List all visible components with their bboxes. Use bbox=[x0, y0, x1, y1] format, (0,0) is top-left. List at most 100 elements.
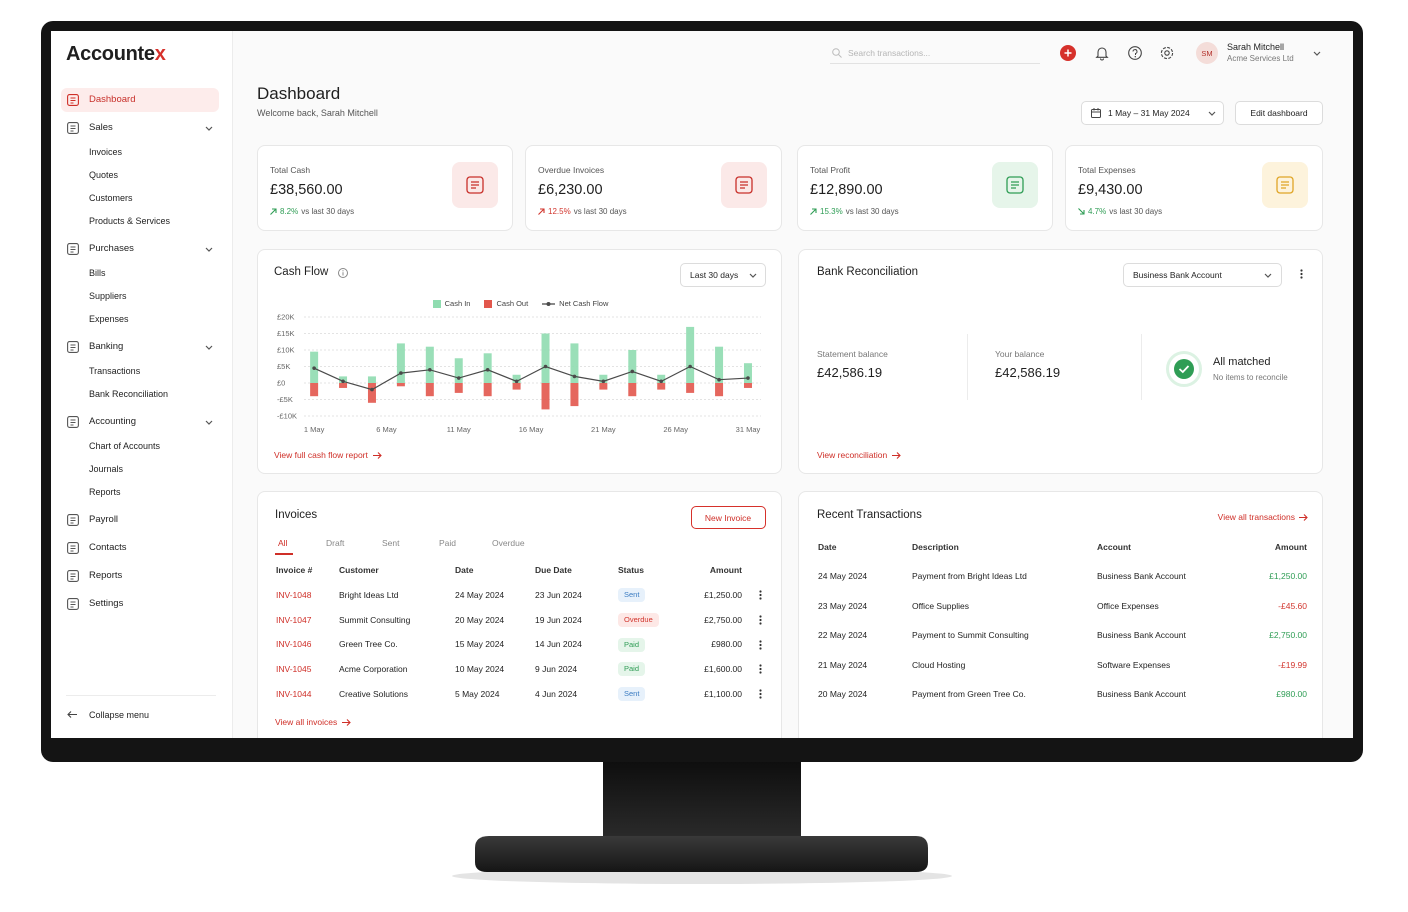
nav-item[interactable]: Dashboard bbox=[89, 94, 136, 106]
y-tick-label: £5K bbox=[277, 362, 290, 371]
tab[interactable]: All bbox=[278, 537, 288, 548]
nav-subitem[interactable]: Bills bbox=[89, 267, 106, 278]
add-button[interactable] bbox=[1060, 45, 1076, 61]
chevron bbox=[205, 126, 213, 131]
line-point bbox=[717, 377, 721, 382]
avatar[interactable] bbox=[1196, 42, 1218, 64]
nav-subitem[interactable]: Bank Reconciliation bbox=[89, 388, 169, 399]
x-tick-label: 1 May bbox=[304, 425, 325, 434]
nav-subitem[interactable]: Suppliers bbox=[89, 290, 127, 301]
bar bbox=[657, 374, 666, 383]
status-pill: Overdue bbox=[618, 612, 659, 627]
date-range-button[interactable] bbox=[1081, 101, 1224, 125]
tab[interactable]: Paid bbox=[439, 537, 457, 548]
trend-arrow bbox=[270, 208, 277, 215]
base bbox=[475, 836, 928, 872]
icon-part bbox=[735, 176, 753, 194]
nav-subitem[interactable]: Quotes bbox=[89, 169, 119, 180]
nav-subitem[interactable]: Invoices bbox=[89, 146, 123, 157]
bar bbox=[570, 383, 579, 407]
kpi-icon bbox=[992, 162, 1038, 208]
notifications[interactable] bbox=[1095, 46, 1109, 61]
edit-dashboard[interactable]: Edit dashboard bbox=[1250, 107, 1308, 118]
nav-icon bbox=[67, 598, 79, 610]
nav-item[interactable]: Sales bbox=[89, 122, 113, 134]
row-menu[interactable] bbox=[759, 639, 762, 650]
nav-icon bbox=[67, 94, 79, 106]
invoice-number[interactable]: INV-1046 bbox=[276, 639, 312, 650]
amount: £1,100.00 bbox=[704, 688, 742, 699]
kpi-label: Total Cash bbox=[270, 164, 311, 175]
kpi-change: 4.7% bbox=[1088, 207, 1107, 217]
icon-part bbox=[1006, 176, 1024, 194]
tab[interactable]: Draft bbox=[326, 537, 345, 548]
cell: Business Bank Account bbox=[1097, 570, 1186, 581]
icon-part bbox=[205, 345, 213, 350]
nav-subitem[interactable]: Customers bbox=[89, 192, 133, 203]
icon-part bbox=[67, 542, 79, 554]
account-dropdown[interactable] bbox=[1123, 263, 1282, 287]
icon-part bbox=[1313, 51, 1321, 56]
line-point bbox=[312, 366, 316, 370]
nav-subitem[interactable]: Journals bbox=[89, 463, 124, 474]
nav-subitem[interactable]: Transactions bbox=[89, 365, 141, 376]
cell: 19 Jun 2024 bbox=[535, 614, 582, 625]
nav-item[interactable]: Contacts bbox=[89, 542, 127, 554]
cell: 20 May 2024 bbox=[818, 689, 868, 700]
kpi-period: vs last 30 days bbox=[1109, 207, 1163, 217]
edit-button[interactable] bbox=[1235, 101, 1323, 125]
invoice-number[interactable]: INV-1047 bbox=[276, 614, 312, 625]
transactions-link[interactable]: View all transactions bbox=[1217, 511, 1295, 522]
icon-part bbox=[1095, 47, 1109, 58]
row-menu[interactable] bbox=[759, 615, 762, 625]
new-invoice[interactable]: New Invoice bbox=[704, 512, 752, 523]
y-tick-label: £10K bbox=[277, 346, 295, 355]
invoice-number[interactable]: INV-1048 bbox=[276, 589, 312, 600]
tab[interactable]: Overdue bbox=[492, 537, 525, 548]
reconciliation-link[interactable]: View reconciliation bbox=[817, 449, 888, 460]
icon-part bbox=[67, 94, 79, 106]
more-menu[interactable] bbox=[1300, 269, 1303, 279]
help[interactable] bbox=[1128, 46, 1142, 60]
nav-subitem[interactable]: Reports bbox=[89, 486, 121, 497]
nav-item[interactable]: Accounting bbox=[89, 416, 137, 428]
icon-part bbox=[1128, 46, 1142, 60]
invoices-link[interactable]: View all invoices bbox=[275, 716, 338, 727]
row-menu[interactable] bbox=[759, 664, 762, 674]
account-label: Business Bank Account bbox=[1133, 269, 1222, 280]
line-point bbox=[514, 379, 519, 384]
nav-item[interactable]: Settings bbox=[89, 598, 124, 610]
nav-subitem[interactable]: Chart of Accounts bbox=[89, 440, 161, 451]
icon-part bbox=[70, 344, 76, 351]
nav-item[interactable]: Reports bbox=[89, 570, 123, 582]
new-invoice-button[interactable] bbox=[691, 506, 766, 529]
settings[interactable] bbox=[1160, 46, 1174, 60]
icon-part bbox=[338, 268, 348, 278]
status-pill: Paid bbox=[618, 637, 646, 652]
row-menu[interactable] bbox=[759, 689, 762, 699]
nav-subitem[interactable]: Expenses bbox=[89, 313, 129, 324]
tab[interactable]: Sent bbox=[382, 537, 400, 548]
icon-part bbox=[759, 668, 762, 671]
cell: Office Supplies bbox=[912, 600, 970, 611]
bar bbox=[715, 383, 724, 397]
trend-arrow bbox=[1078, 208, 1085, 215]
nav-subitem[interactable]: Products & Services bbox=[89, 215, 171, 226]
icon-part bbox=[471, 181, 479, 189]
kpi-period: vs last 30 days bbox=[845, 207, 899, 217]
kpi-value: £6,230.00 bbox=[538, 182, 603, 199]
invoice-number[interactable]: INV-1045 bbox=[276, 664, 312, 675]
amount: -£45.60 bbox=[1278, 600, 1307, 611]
nav-item[interactable]: Payroll bbox=[89, 514, 119, 526]
nav-item[interactable]: Banking bbox=[89, 341, 124, 353]
line-point bbox=[572, 374, 577, 379]
user-menu[interactable] bbox=[1313, 51, 1321, 56]
search-input[interactable]: Search transactions... bbox=[848, 47, 931, 58]
nav-item[interactable]: Purchases bbox=[89, 243, 134, 255]
line-point bbox=[543, 364, 548, 369]
report-link[interactable]: View full cash flow report bbox=[274, 449, 368, 460]
row-menu[interactable] bbox=[759, 590, 762, 600]
collapse-menu[interactable]: Collapse menu bbox=[89, 709, 150, 720]
bar bbox=[396, 383, 405, 387]
invoice-number[interactable]: INV-1044 bbox=[276, 688, 312, 699]
